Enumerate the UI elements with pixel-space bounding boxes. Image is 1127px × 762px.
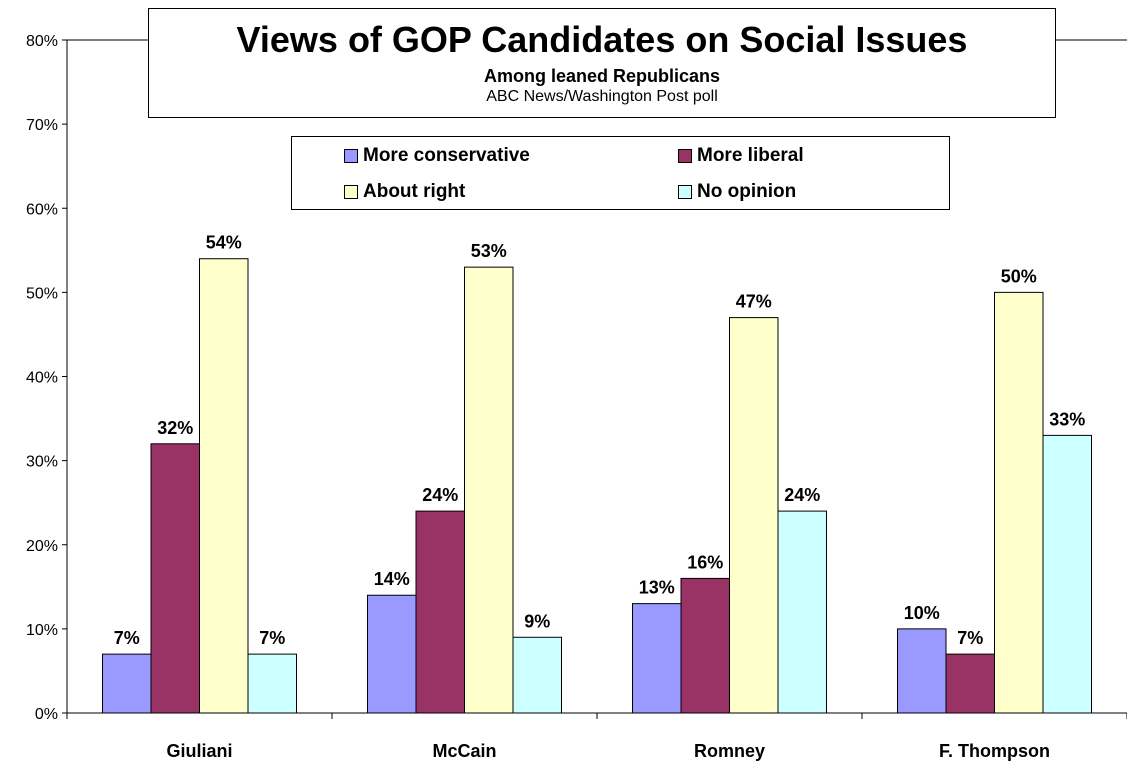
data-label: 53% — [471, 241, 507, 261]
legend-label: More conservative — [363, 145, 530, 166]
data-label: 9% — [524, 611, 550, 631]
y-tick-label: 30% — [26, 454, 58, 471]
bar — [680, 577, 730, 714]
data-label: 33% — [1049, 409, 1085, 429]
legend-item-no-opinion: No opinion — [678, 181, 796, 203]
legend-swatch — [678, 149, 692, 163]
data-label: 32% — [157, 418, 193, 438]
bar — [199, 258, 249, 714]
y-tick-label: 40% — [26, 370, 58, 387]
legend-label: No opinion — [697, 181, 797, 202]
chart-title: Views of GOP Candidates on Social Issues — [236, 19, 968, 60]
legend-swatch — [678, 185, 692, 199]
bar — [464, 266, 514, 714]
data-label: 47% — [736, 292, 772, 312]
bar — [729, 317, 779, 714]
data-label: 7% — [259, 628, 285, 648]
x-category-label: Giuliani — [166, 741, 232, 761]
x-category-label: Romney — [694, 741, 765, 761]
y-tick-label: 0% — [35, 706, 58, 723]
x-category-label: McCain — [432, 741, 496, 761]
y-tick-label: 20% — [26, 538, 58, 555]
chart-source: ABC News/Washington Post poll — [486, 88, 718, 105]
bar — [247, 653, 297, 714]
data-label: 10% — [904, 603, 940, 623]
data-label: 24% — [784, 485, 820, 505]
bar — [632, 603, 682, 714]
legend-item-more-liberal: More liberal — [678, 145, 804, 167]
y-tick-label: 50% — [26, 285, 58, 302]
y-tick-label: 60% — [26, 201, 58, 218]
legend-swatch — [344, 149, 358, 163]
legend-swatch — [344, 185, 358, 199]
x-category-label: F. Thompson — [939, 741, 1050, 761]
legend: More conservative More liberal About rig… — [291, 136, 950, 210]
y-tick-label: 10% — [26, 622, 58, 639]
data-label: 54% — [206, 233, 242, 253]
data-label: 7% — [114, 628, 140, 648]
chart-subtitle: Among leaned Republicans — [483, 66, 721, 86]
data-label: 16% — [687, 552, 723, 572]
y-tick-label: 80% — [26, 33, 58, 50]
bar — [150, 443, 200, 714]
bar — [777, 510, 827, 714]
bar — [415, 510, 465, 714]
bar — [1042, 434, 1092, 714]
legend-item-about-right: About right — [344, 181, 465, 203]
bar — [897, 628, 947, 714]
bar — [994, 291, 1044, 714]
bars — [102, 258, 1092, 714]
legend-label: About right — [363, 181, 466, 202]
bar — [945, 653, 995, 714]
data-label: 24% — [422, 485, 458, 505]
legend-item-more-conservative: More conservative — [344, 145, 530, 167]
data-label: 7% — [957, 628, 983, 648]
legend-label: More liberal — [697, 145, 804, 166]
data-label: 14% — [374, 569, 410, 589]
bar — [512, 636, 562, 714]
y-tick-label: 70% — [26, 117, 58, 134]
data-labels: 7% 32% 54% 7% 14% 24% 53% 9% 13% 16% 47% 24% 10% 7% 50… — [114, 233, 1086, 648]
bar — [367, 594, 417, 714]
title-box: Views of GOP Candidates on Social Issues… — [148, 8, 1056, 118]
data-label: 50% — [1001, 266, 1037, 286]
bar — [102, 653, 152, 714]
data-label: 13% — [639, 578, 675, 598]
